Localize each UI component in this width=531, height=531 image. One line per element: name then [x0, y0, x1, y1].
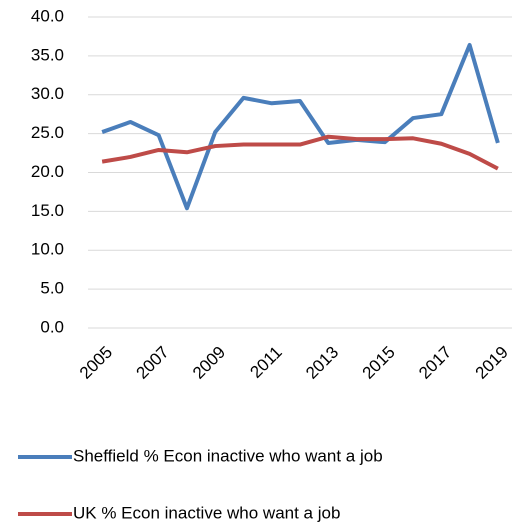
x-tick-label: 2009 — [189, 343, 229, 383]
y-tick-label: 30.0 — [31, 84, 64, 103]
x-tick-label: 2015 — [359, 343, 399, 383]
x-tick-label: 2011 — [246, 343, 285, 382]
legend-label: UK % Econ inactive who want a job — [73, 503, 340, 522]
x-tick-label: 2017 — [415, 343, 455, 383]
y-tick-label: 25.0 — [31, 123, 64, 142]
y-tick-label: 15.0 — [31, 201, 64, 220]
y-tick-label: 10.0 — [31, 240, 64, 259]
x-tick-label: 2007 — [132, 343, 172, 383]
legend-label: Sheffield % Econ inactive who want a job — [73, 446, 383, 465]
x-tick-label: 2005 — [76, 343, 116, 383]
x-tick-label: 2019 — [472, 343, 512, 383]
y-tick-label: 40.0 — [31, 6, 64, 25]
y-tick-label: 20.0 — [31, 162, 64, 181]
data-line — [101, 42, 500, 211]
y-tick-label: 0.0 — [40, 317, 64, 336]
y-tick-label: 35.0 — [31, 45, 64, 64]
y-tick-label: 5.0 — [40, 279, 64, 298]
data-line — [101, 134, 499, 171]
x-tick-label: 2013 — [302, 343, 342, 383]
